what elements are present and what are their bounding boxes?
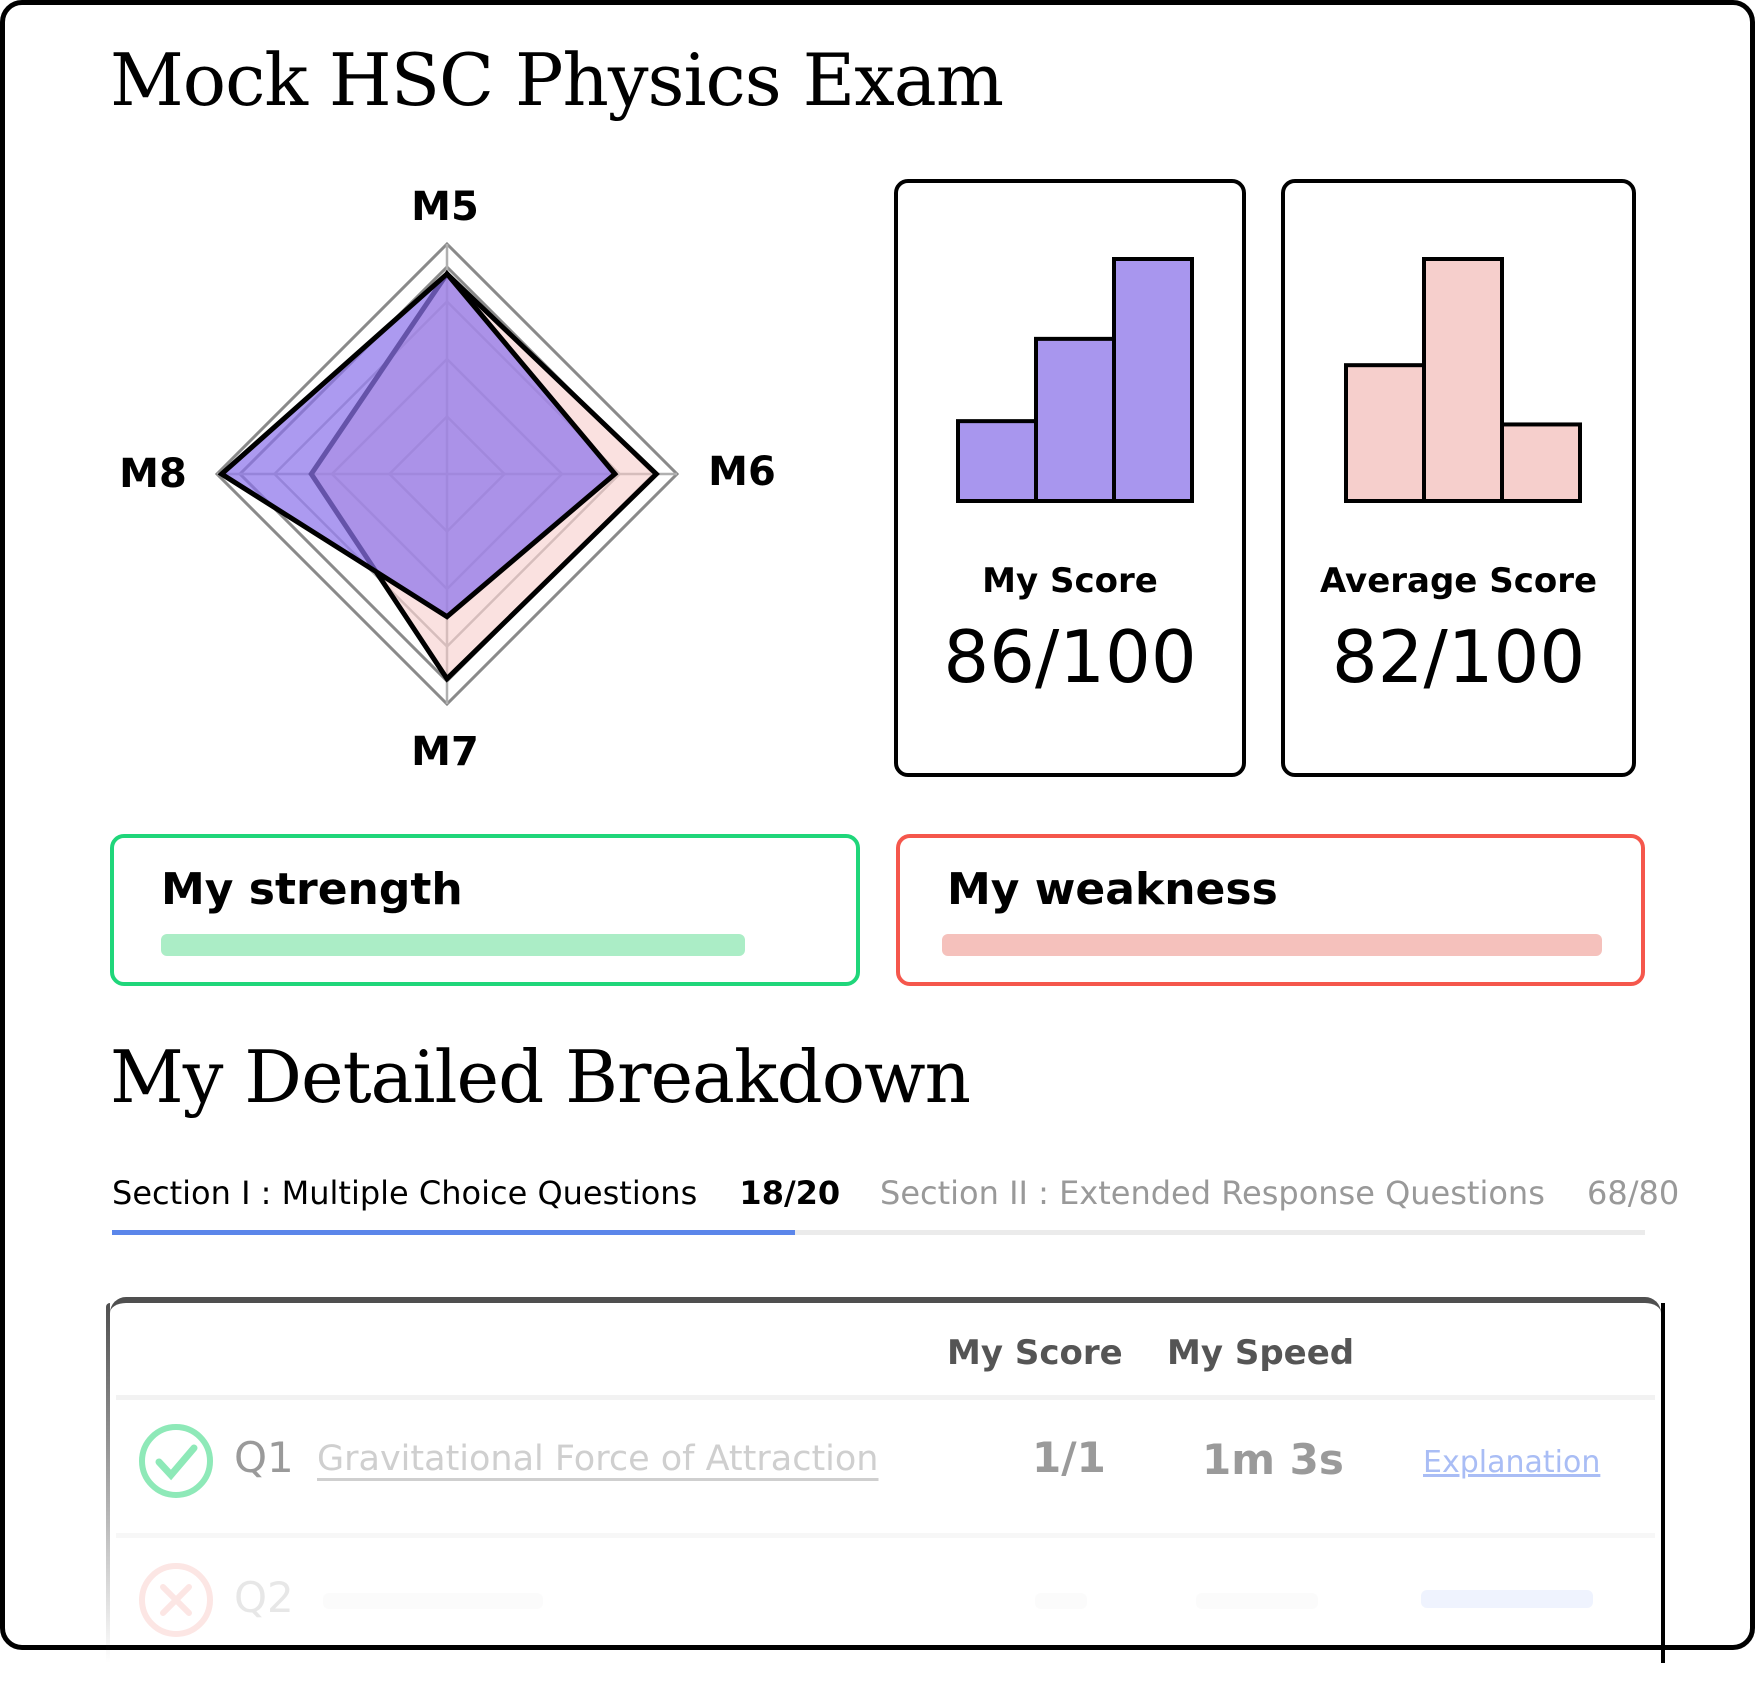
tab-section-2[interactable]: Section II : Extended Response Questions… [880,1174,1679,1212]
weakness-title: My weakness [947,864,1278,915]
strength-box[interactable]: My strength [110,834,860,986]
average-score-card: Average Score 82/100 [1281,179,1636,777]
header-my-score: My Score [947,1333,1123,1373]
weakness-box[interactable]: My weakness [896,834,1645,986]
radar-axis-label-m7: M7 [411,729,479,775]
tab-active-indicator [112,1230,795,1235]
question-number: Q1 [234,1433,294,1482]
topic-placeholder [323,1593,543,1609]
question-table: My Score My Speed Q1 Gravitational Force… [106,1297,1665,1697]
page-frame [0,0,1755,1650]
explanation-placeholder [1421,1590,1593,1608]
breakdown-title: My Detailed Breakdown [110,1035,971,1119]
tab-label: Section II : Extended Response Questions [880,1174,1545,1212]
my-score-value: 86/100 [943,615,1197,699]
my-score-card: My Score 86/100 [894,179,1246,777]
my-score-bar-chart [956,257,1194,503]
question-topic-link[interactable]: Gravitational Force of Attraction [317,1439,879,1479]
radar-series-mine [217,270,619,620]
strength-placeholder-bar [161,934,745,956]
histogram-bar [1422,257,1504,503]
histogram-bar [1034,336,1116,503]
histogram-bar [956,419,1038,503]
page-title: Mock HSC Physics Exam [110,38,1004,122]
question-score: 1/1 [1032,1433,1106,1482]
question-number: Q2 [234,1573,294,1622]
radar-axis-label-m8: M8 [119,451,187,497]
average-score-value: 82/100 [1331,615,1586,699]
radar-axis-label-m6: M6 [708,449,776,495]
weakness-placeholder-bar [942,934,1602,956]
tab-score: 18/20 [739,1174,841,1212]
check-circle-icon [139,1424,213,1498]
header-my-speed: My Speed [1167,1333,1355,1373]
histogram-bar [1500,422,1582,503]
question-speed: 1m 3s [1202,1435,1344,1484]
score-placeholder [1035,1593,1087,1609]
tab-label: Section I : Multiple Choice Questions [112,1174,698,1212]
row-divider [116,1533,1655,1538]
histogram-bar [1112,257,1194,503]
row-divider [116,1395,1655,1400]
radar-axis-label-m5: M5 [411,184,479,230]
tab-section-1[interactable]: Section I : Multiple Choice Questions 18… [112,1174,840,1212]
radar-chart [214,241,680,707]
average-score-label: Average Score [1319,561,1598,601]
average-score-bar-chart [1344,257,1582,503]
speed-placeholder [1196,1593,1318,1609]
my-score-label: My Score [982,561,1158,601]
x-circle-icon [139,1563,213,1637]
explanation-link[interactable]: Explanation [1423,1445,1601,1480]
tab-score: 68/80 [1587,1174,1680,1212]
strength-title: My strength [161,864,463,915]
tab-track [112,1230,1645,1235]
histogram-bar [1344,363,1426,503]
